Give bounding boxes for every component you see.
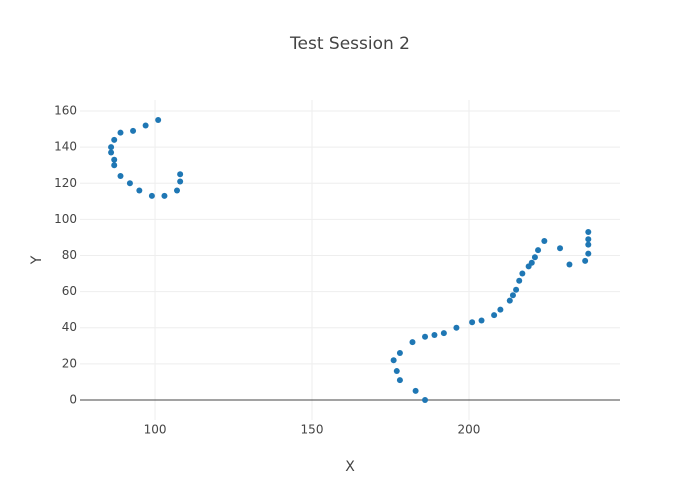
point [108,144,115,151]
y-tick-label: 0 [69,392,77,406]
point [516,277,523,284]
point [491,312,498,319]
point [155,117,162,124]
point [130,127,137,134]
point [117,129,124,136]
point [585,241,592,248]
point [177,178,184,185]
point [422,333,429,340]
point [478,317,485,324]
y-tick-label: 100 [54,212,77,226]
point [453,324,460,331]
point [393,368,400,375]
point [513,286,520,293]
point [566,261,573,268]
point [111,136,118,143]
point [136,187,143,194]
x-tick-label: 100 [144,423,167,437]
y-tick-label: 60 [62,284,77,298]
point [506,297,513,304]
point [440,330,447,337]
point [497,306,504,313]
y-tick-label: 40 [62,320,77,334]
point [111,162,118,169]
point [174,187,181,194]
y-tick-label: 120 [54,176,77,190]
chart-title: Test Session 2 [289,34,410,54]
point [422,396,429,403]
point [111,156,118,163]
y-tick-label: 160 [54,104,77,118]
point [142,122,149,129]
point [585,236,592,243]
point [469,319,476,326]
y-tick-label: 20 [62,356,77,370]
point [519,270,526,277]
x-tick-label: 150 [301,423,324,437]
point [531,254,538,261]
x-axis-title: X [345,459,355,475]
point [126,180,133,187]
point [108,149,115,156]
point [431,331,438,338]
point [390,357,397,364]
point [582,257,589,264]
point [412,387,419,394]
point [535,247,542,254]
point [528,259,535,266]
y-tick-label: 140 [54,140,77,154]
point [557,245,564,252]
y-axis-title: Y [29,255,45,265]
y-tick-label: 80 [62,248,77,262]
point [177,171,184,178]
point [541,238,548,245]
point [148,192,155,199]
point [396,350,403,357]
point [396,377,403,384]
point [509,292,516,299]
x-tick-label: 200 [458,423,481,437]
point [585,250,592,257]
point [161,192,168,199]
point [409,339,416,346]
point [585,229,592,236]
point [117,173,124,180]
